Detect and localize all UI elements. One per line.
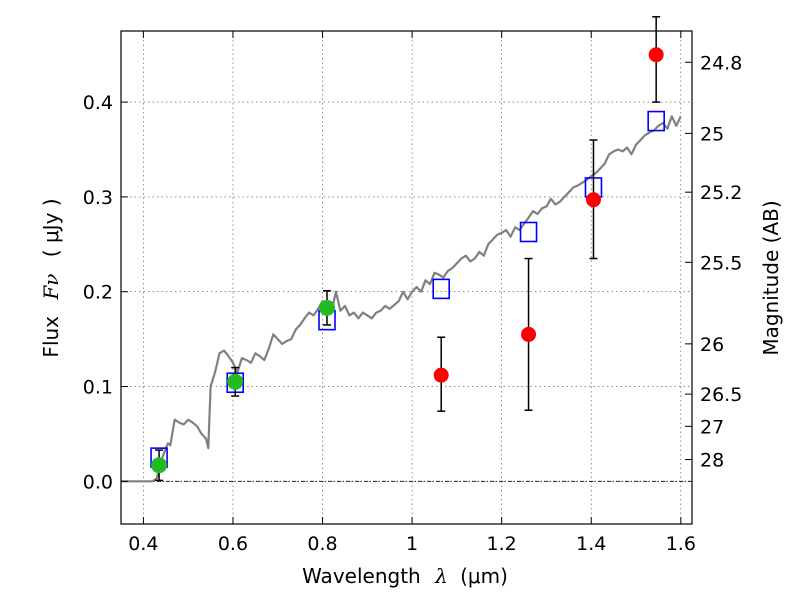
y-tick-label: 0.0 xyxy=(83,471,113,493)
nir-point xyxy=(585,192,601,208)
optical-point xyxy=(227,373,244,390)
x-tick-label: 0.6 xyxy=(218,533,248,555)
x-tick-label: 1.4 xyxy=(576,533,606,555)
y-tick-label: 0.2 xyxy=(83,282,113,304)
y2-tick-label: 25 xyxy=(700,123,724,145)
y-axis-label-unit: ( μJy ) xyxy=(39,198,63,257)
y2-axis-ticks: 24.8 25 25.2 25.5 26 26.5 27 28 xyxy=(685,52,742,472)
y-tick-label: 0.1 xyxy=(83,377,113,399)
y-axis-label: Flux Fν ( μJy ) xyxy=(39,198,63,357)
optical-point xyxy=(151,457,168,474)
nir-point xyxy=(648,47,664,63)
x-axis-label-prefix: Wavelength xyxy=(302,564,421,588)
y2-tick-label: 25.5 xyxy=(700,252,742,274)
plot-frame xyxy=(120,30,693,525)
x-axis-label: Wavelength λ (μm) xyxy=(302,564,508,588)
y2-tick-label: 24.8 xyxy=(700,52,742,74)
x-tick-label: 0.4 xyxy=(128,533,158,555)
x-tick-label: 1 xyxy=(406,533,418,555)
synthetic-point xyxy=(432,278,451,300)
y2-tick-label: 26.5 xyxy=(700,384,742,406)
y2-tick-label: 28 xyxy=(700,450,724,472)
x-tick-label: 0.8 xyxy=(307,533,337,555)
nir-point xyxy=(433,367,449,383)
model-spectrum xyxy=(121,115,682,483)
y2-tick-label: 27 xyxy=(700,416,724,438)
x-axis-ticks: 0.4 0.6 0.8 1 1.2 1.4 1.6 xyxy=(128,31,696,555)
synthetic-point xyxy=(647,110,665,132)
model-spectrum-line xyxy=(121,115,682,483)
x-tick-label: 1.2 xyxy=(487,533,517,555)
y-tick-label: 0.4 xyxy=(83,92,113,114)
optical-photometry-series xyxy=(151,299,336,474)
y-tick-label: 0.3 xyxy=(83,187,113,209)
y2-tick-label: 26 xyxy=(700,334,724,356)
x-tick-label: 1.6 xyxy=(666,533,696,555)
y-axis-ticks: 0.0 0.1 0.2 0.3 0.4 xyxy=(83,92,128,493)
y2-tick-label: 25.2 xyxy=(700,182,742,204)
x-axis-label-symbol: λ xyxy=(434,564,448,588)
nir-photometry-series xyxy=(433,47,664,383)
y-axis-label-prefix: Flux xyxy=(39,316,63,358)
nir-point xyxy=(521,326,537,342)
optical-point xyxy=(319,299,336,316)
y2-axis-label: Magnitude (AB) xyxy=(759,200,783,355)
x-axis-label-unit: (μm) xyxy=(460,564,508,588)
synthetic-point xyxy=(519,221,538,243)
synthetic-photometry-series xyxy=(150,110,665,468)
grid-lines xyxy=(121,31,692,524)
y-axis-label-symbol: Fν xyxy=(39,274,63,301)
errorbars xyxy=(155,16,661,482)
